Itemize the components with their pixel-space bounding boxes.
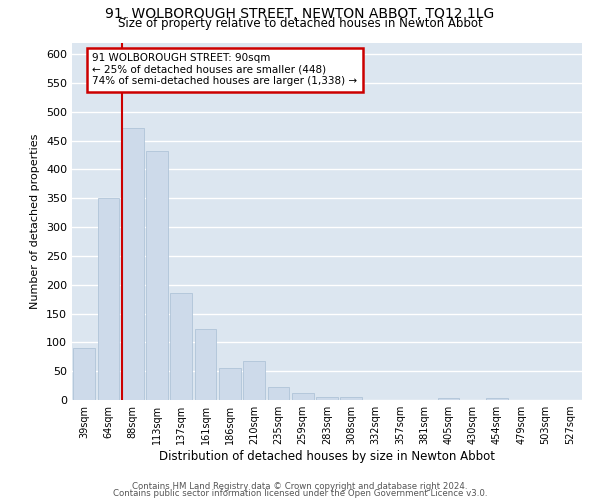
Bar: [292, 393, 314, 400]
Bar: [170, 294, 192, 400]
Bar: [194, 328, 217, 400]
Text: Size of property relative to detached houses in Newton Abbot: Size of property relative to detached ho…: [118, 18, 482, 30]
Bar: [486, 398, 508, 400]
Bar: [146, 151, 168, 400]
Bar: [340, 397, 362, 400]
Bar: [122, 128, 143, 400]
Bar: [243, 361, 265, 400]
X-axis label: Distribution of detached houses by size in Newton Abbot: Distribution of detached houses by size …: [159, 450, 495, 463]
Bar: [73, 348, 95, 400]
Bar: [316, 396, 338, 400]
Bar: [437, 398, 460, 400]
Text: Contains HM Land Registry data © Crown copyright and database right 2024.: Contains HM Land Registry data © Crown c…: [132, 482, 468, 491]
Y-axis label: Number of detached properties: Number of detached properties: [31, 134, 40, 309]
Text: 91, WOLBOROUGH STREET, NEWTON ABBOT, TQ12 1LG: 91, WOLBOROUGH STREET, NEWTON ABBOT, TQ1…: [106, 8, 494, 22]
Text: Contains public sector information licensed under the Open Government Licence v3: Contains public sector information licen…: [113, 489, 487, 498]
Bar: [97, 198, 119, 400]
Bar: [219, 368, 241, 400]
Text: 91 WOLBOROUGH STREET: 90sqm
← 25% of detached houses are smaller (448)
74% of se: 91 WOLBOROUGH STREET: 90sqm ← 25% of det…: [92, 53, 358, 86]
Bar: [268, 388, 289, 400]
